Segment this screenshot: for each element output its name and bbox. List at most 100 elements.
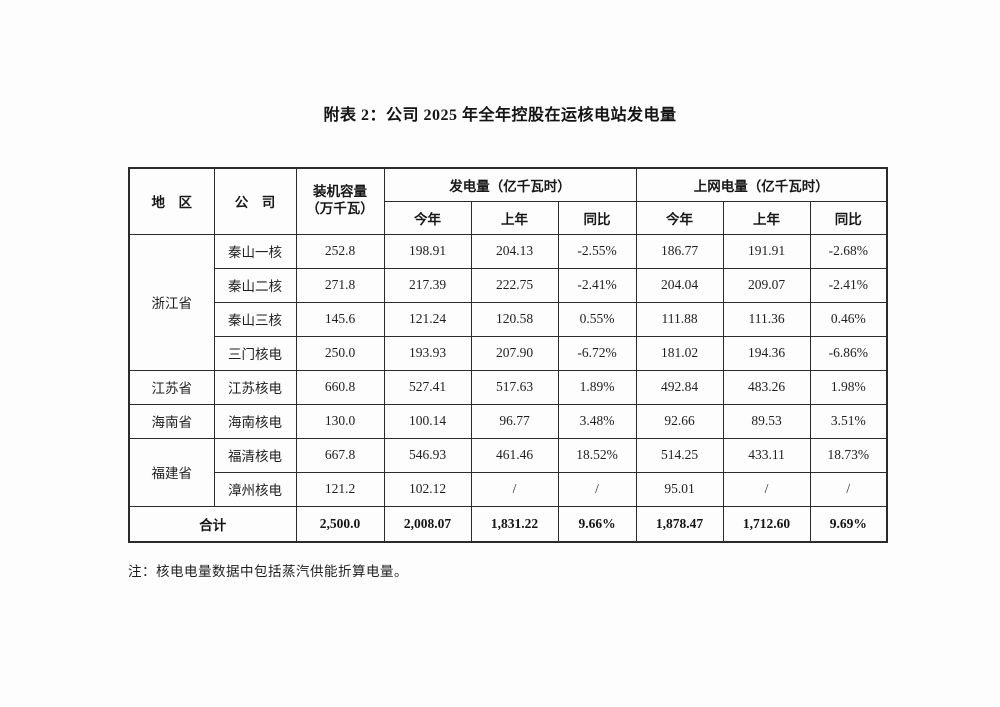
- table-row: 浙江省 秦山一核 252.8 198.91 204.13 -2.55% 186.…: [128, 233, 888, 371]
- value-cell: 193.93: [383, 335, 472, 371]
- table-row: 江苏省 江苏核电 660.8 527.41 517.63 1.89% 492.8…: [128, 369, 888, 405]
- region-cell: 海南省: [128, 403, 215, 439]
- value-cell: 111.36: [722, 301, 811, 337]
- value-cell: 0.55%: [557, 301, 637, 337]
- value-cell: 667.8: [295, 437, 385, 473]
- value-cell: 111.88: [635, 301, 724, 337]
- page-title: 附表 2：公司 2025 年全年控股在运核电站发电量: [323, 107, 677, 124]
- col-header-gen-yoy: 同比: [557, 200, 637, 235]
- value-cell: 18.52%: [557, 437, 637, 473]
- value-cell: 194.36: [722, 335, 811, 371]
- table-row: 海南省 海南核电 130.0 100.14 96.77 3.48% 92.66 …: [128, 403, 888, 439]
- company-cell: 漳州核电: [213, 471, 297, 507]
- value-cell: 527.41: [383, 369, 472, 405]
- value-cell: -2.41%: [809, 267, 888, 303]
- col-header-grid-last-year: 上年: [722, 200, 811, 235]
- value-cell: 546.93: [383, 437, 472, 473]
- value-cell: -6.86%: [809, 335, 888, 371]
- region-cell: 浙江省: [128, 233, 215, 371]
- company-cell: 海南核电: [213, 403, 297, 439]
- value-cell: 1.98%: [809, 369, 888, 405]
- total-value-cell: 2,500.0: [295, 505, 385, 543]
- value-cell: 483.26: [722, 369, 811, 405]
- value-cell: 433.11: [722, 437, 811, 473]
- value-cell: 3.51%: [809, 403, 888, 439]
- total-value-cell: 1,878.47: [635, 505, 724, 543]
- value-cell: 186.77: [635, 233, 724, 269]
- value-cell: -6.72%: [557, 335, 637, 371]
- col-group-grid: 上网电量（亿千瓦时）: [635, 167, 888, 202]
- value-cell: 102.12: [383, 471, 472, 507]
- total-value-cell: 9.69%: [809, 505, 888, 543]
- col-header-grid-this-year: 今年: [635, 200, 724, 235]
- value-cell: -2.41%: [557, 267, 637, 303]
- value-cell: 209.07: [722, 267, 811, 303]
- value-cell: 92.66: [635, 403, 724, 439]
- table-row: 秦山二核 271.8 217.39 222.75 -2.41% 204.04 2…: [129, 267, 888, 303]
- company-cell: 江苏核电: [213, 369, 297, 405]
- value-cell: /: [470, 471, 559, 507]
- value-cell: 191.91: [722, 233, 811, 269]
- value-cell: 492.84: [635, 369, 724, 405]
- company-cell: 秦山二核: [213, 267, 297, 303]
- total-label-cell: 合计: [128, 505, 297, 543]
- value-cell: 18.73%: [809, 437, 888, 473]
- footnote: 注：核电电量数据中包括蒸汽供能折算电量。: [128, 564, 408, 579]
- value-cell: 1.89%: [557, 369, 637, 405]
- value-cell: 204.04: [635, 267, 724, 303]
- value-cell: 181.02: [635, 335, 724, 371]
- value-cell: 95.01: [635, 471, 724, 507]
- header-row-groups: 地 区 公 司 装机容量 （万千瓦） 发电量（亿千瓦时） 上网电量（亿千瓦时）: [128, 167, 888, 235]
- company-cell: 秦山一核: [213, 233, 297, 269]
- total-value-cell: 2,008.07: [383, 505, 472, 543]
- value-cell: 204.13: [470, 233, 559, 269]
- value-cell: /: [557, 471, 637, 507]
- company-cell: 三门核电: [213, 335, 297, 371]
- value-cell: /: [809, 471, 888, 507]
- col-header-company: 公 司: [213, 167, 297, 235]
- power-generation-table: 地 区 公 司 装机容量 （万千瓦） 发电量（亿千瓦时） 上网电量（亿千瓦时） …: [128, 167, 889, 543]
- value-cell: 517.63: [470, 369, 559, 405]
- value-cell: 252.8: [295, 233, 385, 269]
- value-cell: 207.90: [470, 335, 559, 371]
- value-cell: 89.53: [722, 403, 811, 439]
- col-group-generation: 发电量（亿千瓦时）: [383, 167, 637, 202]
- col-header-gen-this-year: 今年: [383, 200, 472, 235]
- value-cell: 0.46%: [809, 301, 888, 337]
- value-cell: 198.91: [383, 233, 472, 269]
- col-header-grid-yoy: 同比: [809, 200, 888, 235]
- value-cell: 217.39: [383, 267, 472, 303]
- table-row: 漳州核电 121.2 102.12 / / 95.01 / /: [129, 471, 888, 507]
- table-row: 三门核电 250.0 193.93 207.90 -6.72% 181.02 1…: [129, 335, 888, 371]
- value-cell: 514.25: [635, 437, 724, 473]
- value-cell: 145.6: [295, 301, 385, 337]
- value-cell: 660.8: [295, 369, 385, 405]
- col-header-gen-last-year: 上年: [470, 200, 559, 235]
- value-cell: 121.2: [295, 471, 385, 507]
- company-cell: 秦山三核: [213, 301, 297, 337]
- total-value-cell: 9.66%: [557, 505, 637, 543]
- value-cell: 120.58: [470, 301, 559, 337]
- col-header-capacity: 装机容量 （万千瓦）: [295, 167, 385, 235]
- value-cell: 3.48%: [557, 403, 637, 439]
- value-cell: -2.55%: [557, 233, 637, 269]
- value-cell: 222.75: [470, 267, 559, 303]
- table-row: 秦山三核 145.6 121.24 120.58 0.55% 111.88 11…: [129, 301, 888, 337]
- value-cell: 250.0: [295, 335, 385, 371]
- value-cell: 100.14: [383, 403, 472, 439]
- table-total-row: 合计 2,500.0 2,008.07 1,831.22 9.66% 1,878…: [128, 505, 888, 543]
- value-cell: 271.8: [295, 267, 385, 303]
- value-cell: 121.24: [383, 301, 472, 337]
- table-row: 福建省 福清核电 667.8 546.93 461.46 18.52% 514.…: [128, 437, 888, 507]
- company-cell: 福清核电: [213, 437, 297, 473]
- region-cell: 江苏省: [128, 369, 215, 405]
- value-cell: 130.0: [295, 403, 385, 439]
- header-row-sub: 今年 上年 同比 今年 上年 同比: [129, 200, 888, 235]
- total-value-cell: 1,831.22: [470, 505, 559, 543]
- total-value-cell: 1,712.60: [722, 505, 811, 543]
- value-cell: -2.68%: [809, 233, 888, 269]
- region-cell: 福建省: [128, 437, 215, 507]
- value-cell: /: [722, 471, 811, 507]
- value-cell: 461.46: [470, 437, 559, 473]
